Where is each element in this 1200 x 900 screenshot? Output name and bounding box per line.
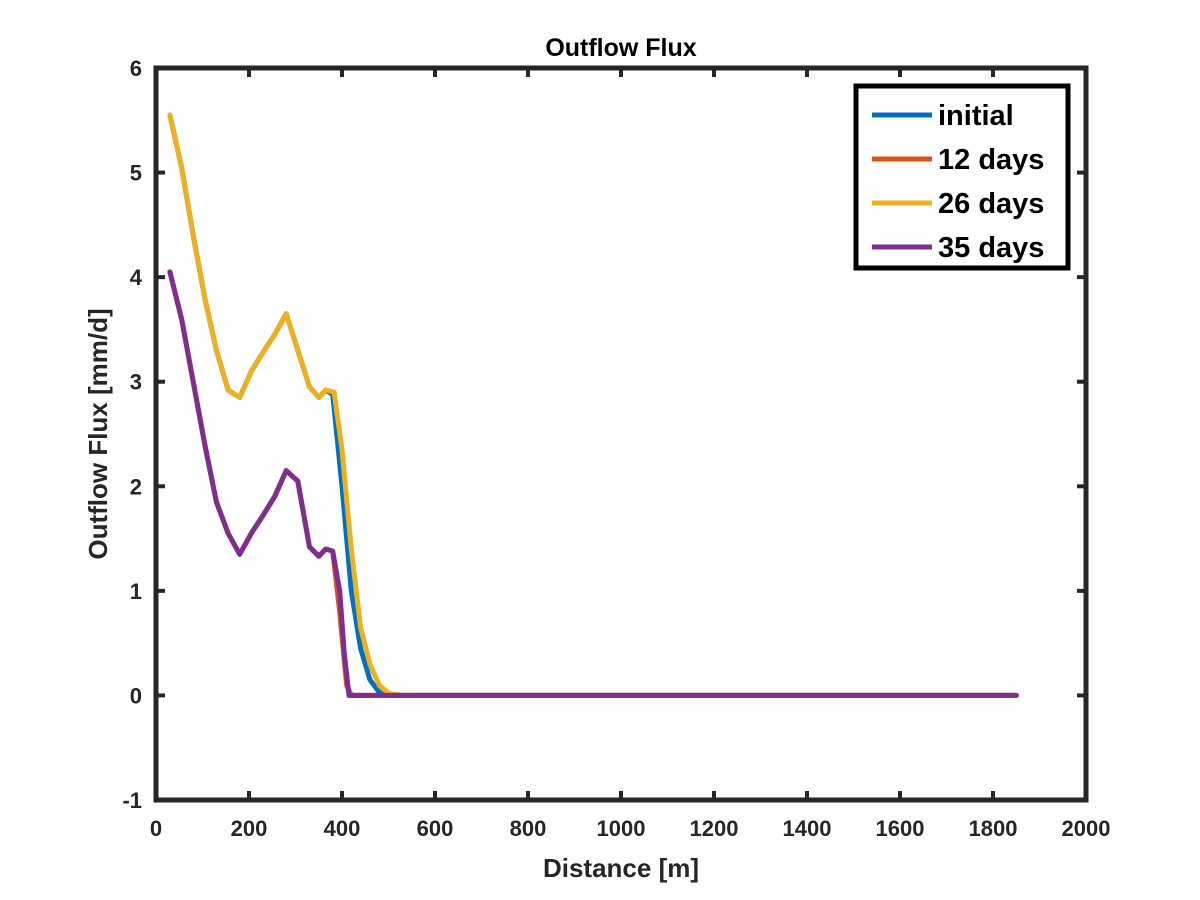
y-tick-label: 3 (130, 370, 142, 395)
y-tick-label: 1 (130, 579, 142, 604)
x-tick-label: 400 (324, 816, 361, 841)
legend-label-2: 12 days (938, 144, 1044, 176)
x-tick-label: 1400 (783, 816, 832, 841)
y-tick-label: 5 (130, 161, 142, 186)
x-tick-label: 2000 (1062, 816, 1111, 841)
x-tick-label: 800 (510, 816, 547, 841)
y-tick-label: -1 (122, 788, 142, 813)
y-tick-label: 0 (130, 683, 142, 708)
x-tick-label: 1000 (597, 816, 646, 841)
x-tick-label: 1600 (876, 816, 925, 841)
x-tick-label: 200 (231, 816, 268, 841)
x-tick-label: 1800 (969, 816, 1018, 841)
legend-label-1: initial (938, 100, 1014, 132)
series-line-3 (167, 112, 1019, 698)
y-tick-label: 2 (130, 474, 142, 499)
x-tick-label: 1200 (690, 816, 739, 841)
x-tick-label: 0 (150, 816, 162, 841)
series-layer (167, 112, 1019, 698)
legend-label-3: 26 days (938, 188, 1044, 220)
legend-label-4: 35 days (938, 232, 1044, 264)
x-tick-label: 600 (417, 816, 454, 841)
legend-items: initial 12 days 26 days 35 days (872, 100, 1044, 264)
plot-frame (153, 65, 1089, 803)
tick-labels: 0 200 400 600 800 1000 1200 1400 1600 1800 2000 -1 0… (122, 56, 1110, 841)
chart-title: Outflow Flux (545, 34, 696, 62)
x-axis-label: Distance [m] (543, 853, 699, 883)
legend: initial 12 days 26 days 35 days (853, 83, 1071, 271)
series-line-4 (167, 269, 1019, 698)
y-tick-label: 4 (130, 265, 143, 290)
y-axis-label: Outflow Flux [mm/d] (83, 308, 113, 559)
y-tick-label: 6 (130, 56, 142, 81)
